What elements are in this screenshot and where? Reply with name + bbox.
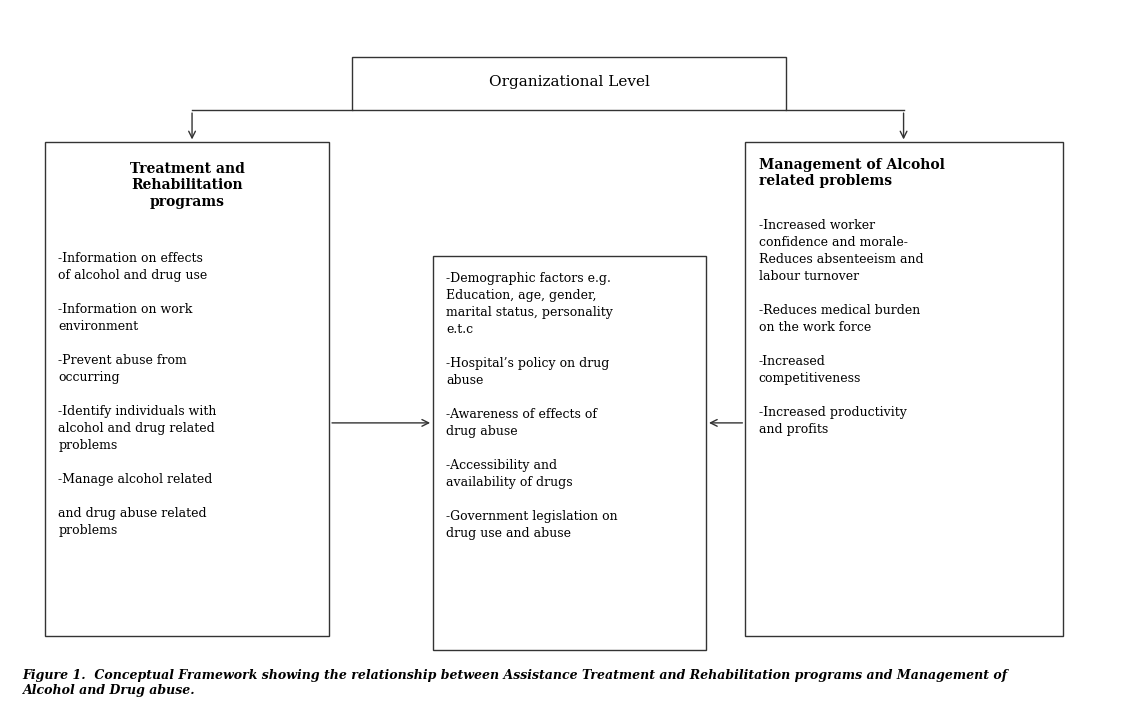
- Text: Figure 1.  Conceptual Framework showing the relationship between Assistance Trea: Figure 1. Conceptual Framework showing t…: [23, 669, 1007, 697]
- Text: Management of Alcohol
related problems: Management of Alcohol related problems: [759, 158, 945, 188]
- FancyBboxPatch shape: [44, 142, 329, 636]
- FancyBboxPatch shape: [352, 57, 786, 110]
- Text: Organizational Level: Organizational Level: [488, 75, 650, 89]
- Text: Treatment and
Rehabilitation
programs: Treatment and Rehabilitation programs: [130, 162, 245, 209]
- Text: -Information on effects
of alcohol and drug use

-Information on work
environmen: -Information on effects of alcohol and d…: [58, 252, 216, 537]
- Text: -Demographic factors e.g.
Education, age, gender,
marital status, personality
e.: -Demographic factors e.g. Education, age…: [446, 272, 618, 539]
- FancyBboxPatch shape: [432, 256, 707, 650]
- Text: -Increased worker
confidence and morale-
Reduces absenteeism and
labour turnover: -Increased worker confidence and morale-…: [759, 219, 923, 436]
- FancyBboxPatch shape: [745, 142, 1063, 636]
